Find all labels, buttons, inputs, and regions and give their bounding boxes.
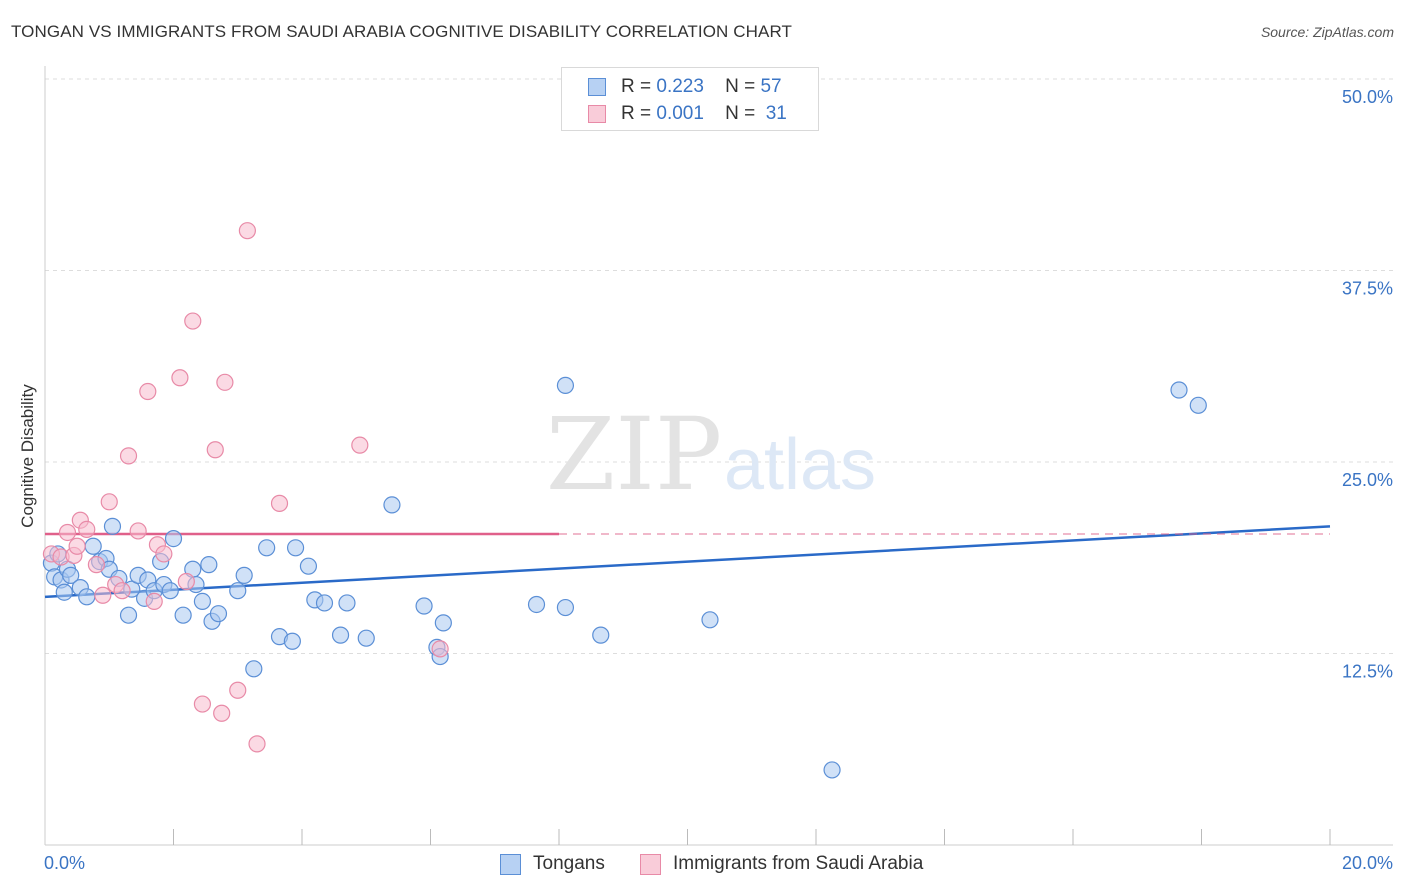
- saudi-point: [68, 537, 86, 555]
- axis-layer: [44, 66, 1393, 846]
- tongan-point: [1170, 381, 1188, 399]
- tongan-point: [229, 582, 247, 600]
- saudi-point: [58, 523, 77, 542]
- saudi-point: [100, 493, 118, 511]
- saudi-point: [216, 373, 234, 391]
- legend-n-label: N =: [725, 76, 756, 97]
- legend-n-value-tongans: 57: [760, 76, 782, 97]
- saudi-point: [213, 704, 231, 722]
- tongan-point: [592, 626, 610, 644]
- tick-label-layer: 12.5% 25.0% 37.5% 50.0% 0.0% 20.0%: [44, 87, 1393, 873]
- saudi-point: [87, 556, 106, 574]
- tongan-point: [258, 539, 276, 557]
- tongan-point: [103, 517, 122, 535]
- saudi-point: [129, 522, 147, 540]
- x-tick-label-min: 0.0%: [44, 853, 85, 873]
- tongan-point: [1189, 396, 1207, 414]
- legend-r-label: R =: [621, 76, 652, 97]
- y-axis-label: Cognitive Disability: [18, 384, 37, 528]
- y-tick-label: 25.0%: [1342, 470, 1393, 490]
- watermark: ZIP atlas: [546, 396, 876, 513]
- saudi-point: [184, 312, 202, 330]
- bottom-legend-swatch-saudi: [640, 854, 661, 875]
- tongan-point: [62, 566, 80, 584]
- saudi-point: [238, 222, 256, 240]
- y-tick-label: 12.5%: [1342, 662, 1393, 682]
- tongan-point: [283, 632, 301, 650]
- tongan-point: [299, 557, 318, 575]
- legend-r-value-tongans: 0.223: [656, 76, 704, 97]
- legend-r-label: R =: [621, 103, 652, 124]
- chart-title: TONGAN VS IMMIGRANTS FROM SAUDI ARABIA C…: [11, 22, 793, 41]
- saudi-point: [431, 640, 449, 658]
- tongan-point: [556, 376, 575, 394]
- tongan-point: [161, 582, 179, 600]
- bottom-legend-label-tongans: Tongans: [533, 853, 605, 874]
- tongan-point: [556, 598, 575, 617]
- saudi-point: [139, 382, 157, 401]
- saudi-point: [193, 695, 212, 713]
- saudi-point: [171, 369, 189, 387]
- trend-line-tongans: [44, 525, 1331, 599]
- points-layer: [42, 222, 1207, 779]
- tongan-point: [84, 537, 102, 555]
- saudi-point: [351, 436, 369, 454]
- saudi-point: [94, 586, 112, 604]
- tongan-point: [78, 588, 96, 606]
- bottom-legend-label-saudi: Immigrants from Saudi Arabia: [673, 853, 924, 874]
- legend-swatch-saudi: [588, 105, 606, 123]
- tongan-point: [357, 629, 375, 647]
- stats-legend: R = 0.223 N = 57 R = 0.001 N = 31: [561, 67, 819, 131]
- y-tick-label: 37.5%: [1342, 279, 1393, 299]
- x-tick-label-max: 20.0%: [1342, 853, 1393, 873]
- tongan-point: [315, 594, 334, 612]
- tongan-point: [434, 614, 452, 632]
- legend-n-value-saudi: 31: [765, 103, 787, 124]
- tongan-point: [245, 660, 263, 678]
- watermark-atlas: atlas: [724, 425, 876, 505]
- saudi-point: [229, 681, 247, 699]
- tongan-point: [119, 606, 138, 624]
- tongan-point: [383, 496, 401, 514]
- legend-r-value-saudi: 0.001: [656, 103, 704, 124]
- saudi-point: [113, 582, 131, 600]
- saudi-point: [177, 572, 195, 591]
- tongan-point: [701, 611, 719, 629]
- tongan-point: [200, 556, 218, 574]
- tongan-point: [193, 592, 212, 611]
- tongan-point: [235, 566, 253, 584]
- tongan-point: [527, 595, 546, 614]
- source-credit: Source: ZipAtlas.com: [1260, 24, 1394, 40]
- tongan-point: [55, 583, 73, 601]
- tongan-point: [338, 594, 356, 612]
- bottom-legend-swatch-tongans: [500, 854, 521, 875]
- saudi-point: [119, 447, 138, 465]
- tongan-point: [209, 605, 228, 623]
- saudi-point: [206, 441, 224, 459]
- tongan-point: [164, 529, 183, 548]
- tongan-point: [286, 539, 305, 557]
- saudi-point: [78, 520, 96, 539]
- saudi-point: [155, 545, 173, 563]
- legend-swatch-tongans: [588, 78, 606, 96]
- y-tick-label: 50.0%: [1342, 87, 1393, 107]
- saudi-point: [248, 735, 266, 753]
- legend-n-label: N =: [725, 103, 756, 124]
- tongan-point: [331, 626, 350, 644]
- saudi-point: [145, 592, 163, 611]
- tongan-point: [823, 761, 841, 779]
- watermark-zip: ZIP: [546, 396, 722, 513]
- saudi-point: [270, 494, 289, 512]
- tongan-point: [174, 606, 192, 624]
- tongan-point: [415, 597, 433, 615]
